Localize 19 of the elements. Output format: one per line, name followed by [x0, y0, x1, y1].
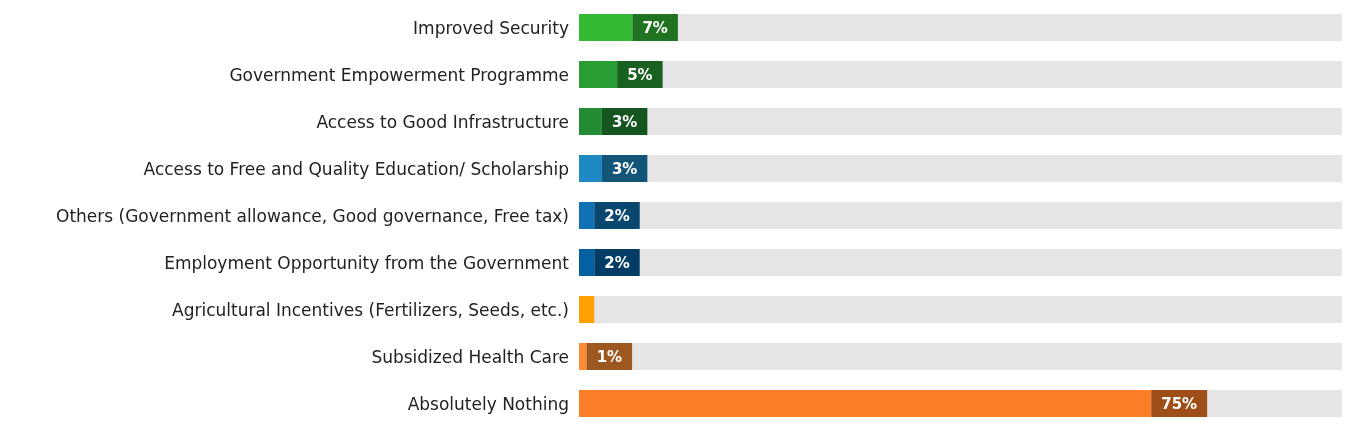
bar [579, 296, 595, 323]
data-label: 75% [1161, 394, 1198, 413]
y-tick-label: Access to Good Infrastructure [316, 111, 569, 132]
y-tick-label: Agricultural Incentives (Fertilizers, Seeds, etc.) [172, 299, 569, 320]
data-label: 1% [596, 347, 623, 366]
y-tick-label: Improved Security [413, 17, 569, 38]
data-label: 3% [611, 159, 638, 178]
y-tick-label: Access to Free and Quality Education/ Scholarship [143, 158, 569, 179]
data-label: 2% [604, 253, 630, 272]
bar [579, 343, 587, 370]
y-tick-label: Absolutely Nothing [407, 393, 569, 414]
y-tick-label: Others (Government allowance, Good governance, Free tax) [56, 205, 569, 226]
data-label: 2% [604, 206, 630, 225]
data-label: 7% [642, 18, 668, 37]
y-tick-label: Subsidized Health Care [371, 346, 569, 367]
y-tick-label: Employment Opportunity from the Government [164, 252, 570, 273]
data-label: 3% [611, 112, 638, 131]
y-tick-label: Government Empowerment Programme [229, 64, 569, 85]
data-label: 5% [627, 65, 653, 84]
